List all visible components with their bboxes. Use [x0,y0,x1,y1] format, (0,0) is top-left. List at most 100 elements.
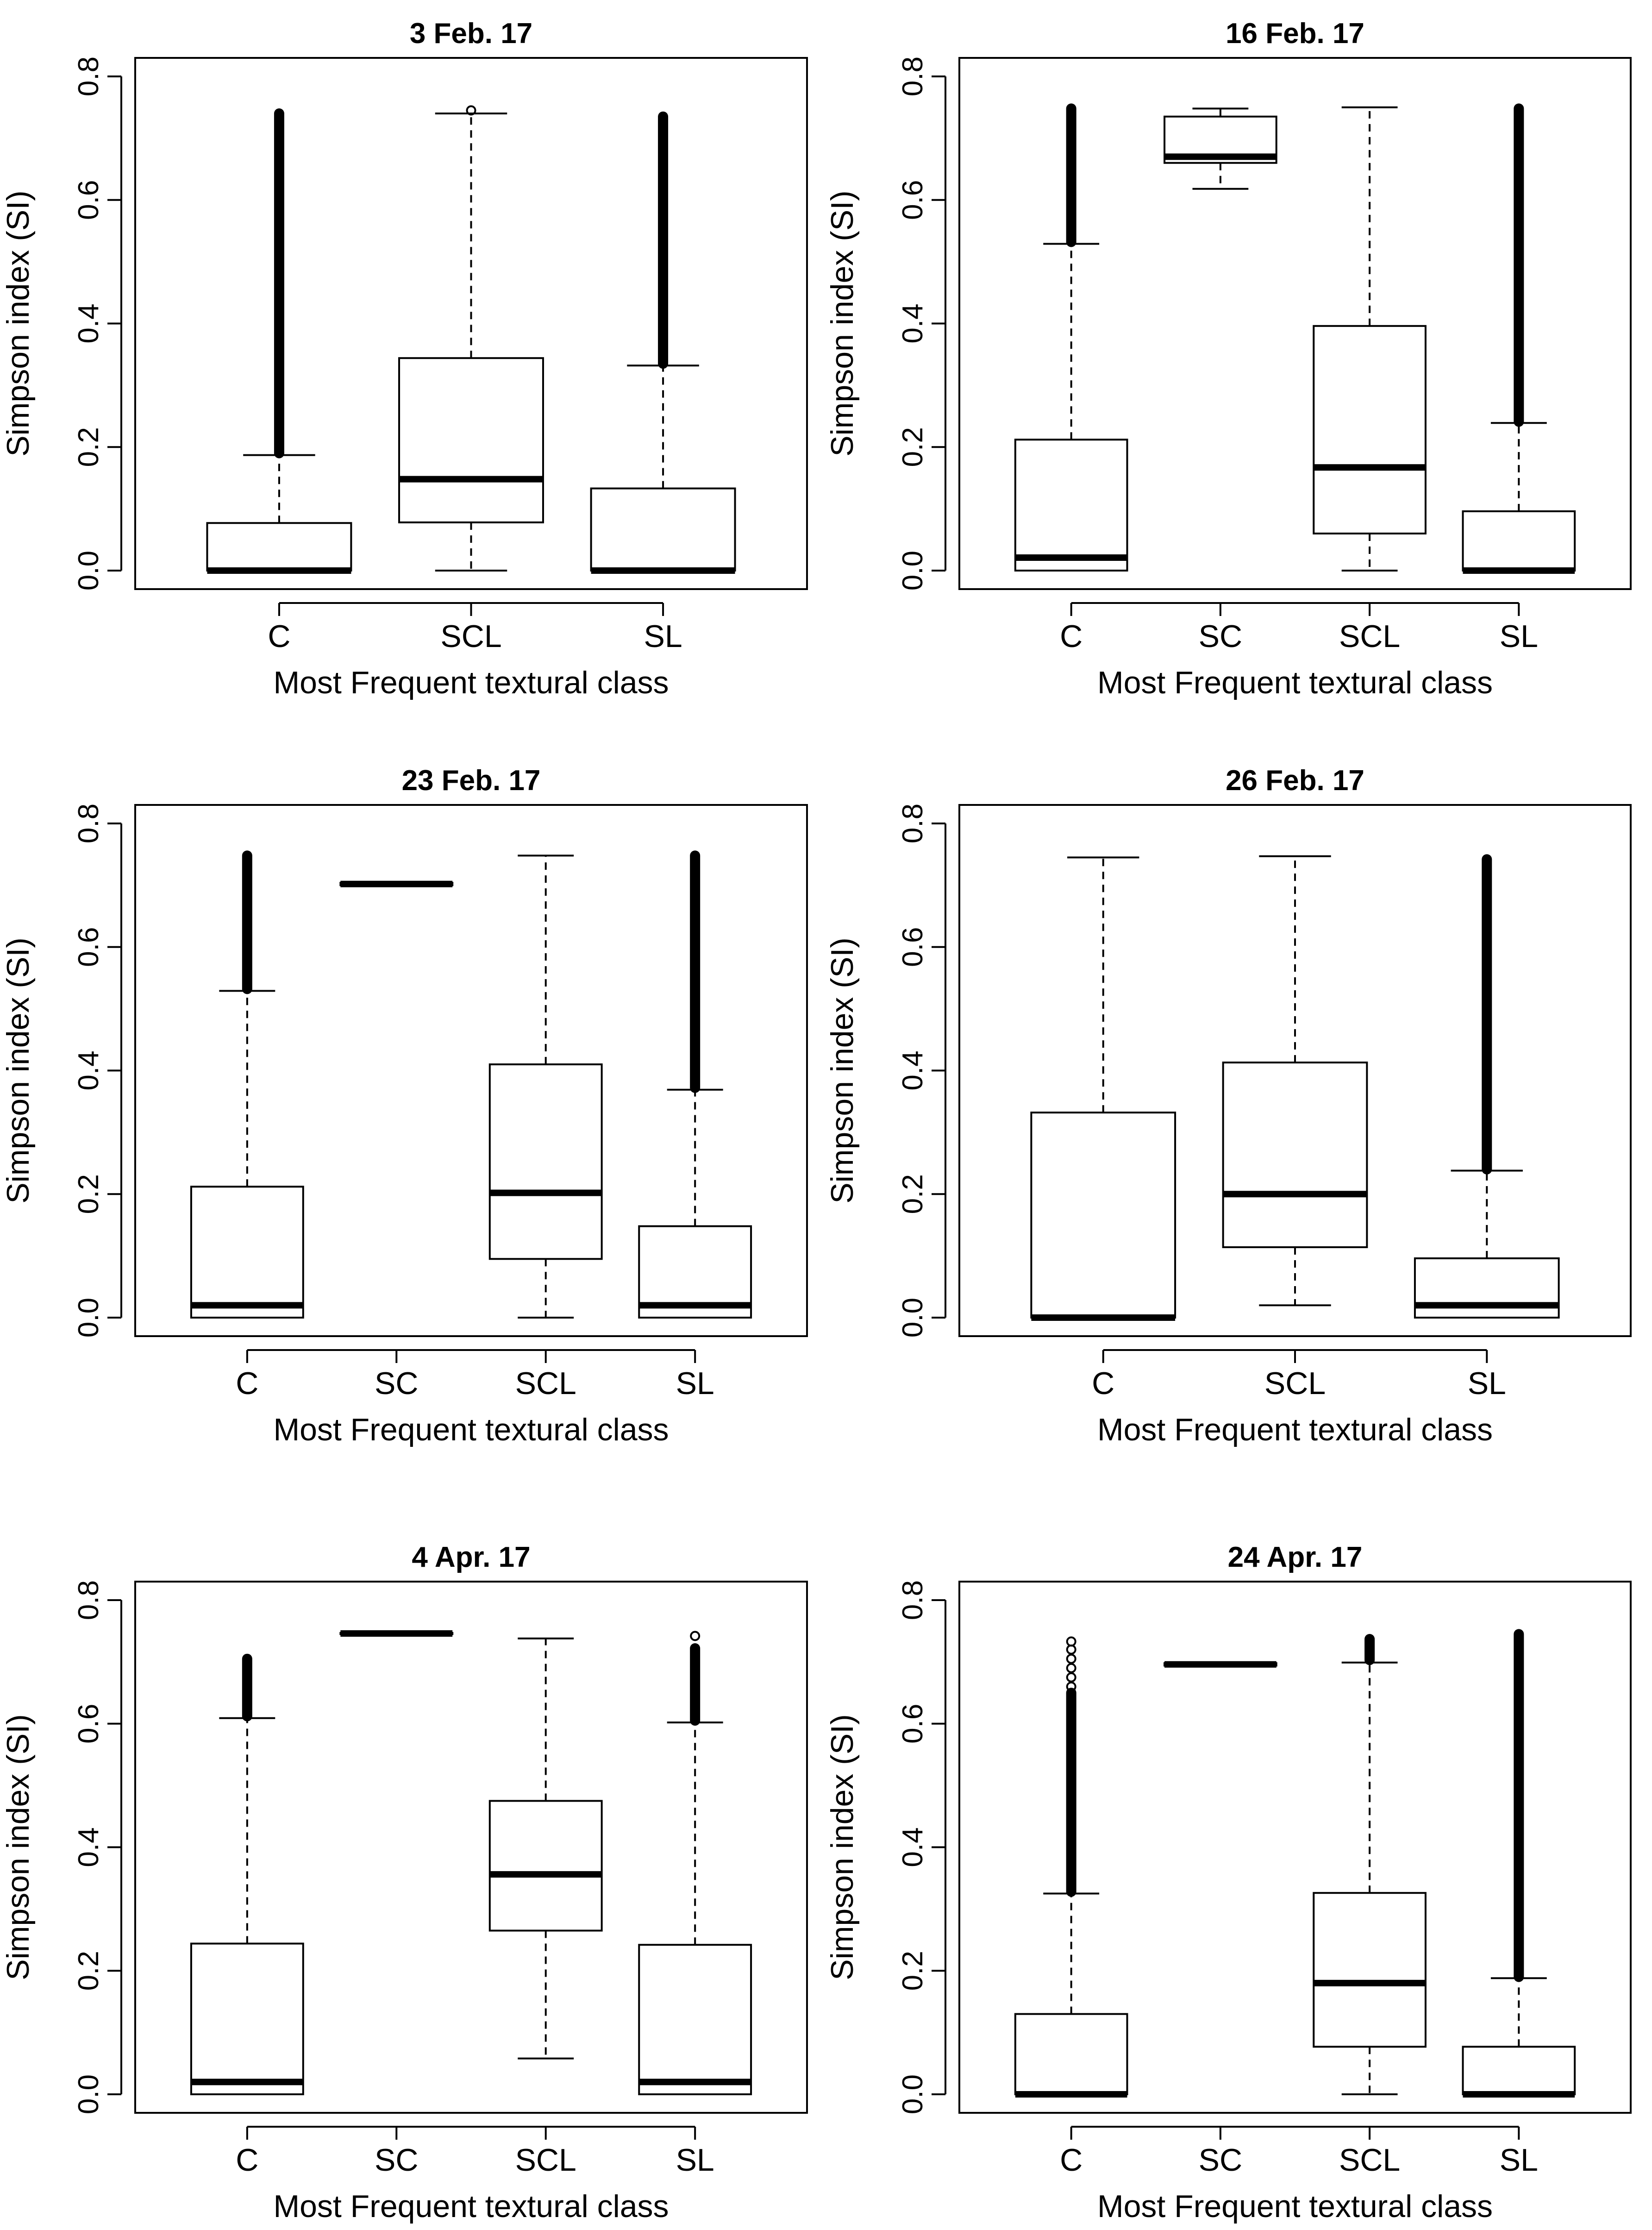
y-tick-label: 0.8 [897,57,929,96]
x-tick-label: C [236,2142,258,2178]
box-body [1014,439,1128,572]
y-tick-label: 0.2 [897,427,929,467]
x-tick-label: C [1060,2142,1083,2178]
x-tick-label: SL [644,619,682,654]
outlier-point [1066,1672,1076,1683]
box-SCL [488,854,603,1319]
x-axis-title: Most Frequent textural class [273,1412,669,1447]
box-SC [339,880,454,887]
x-tick-label: C [268,619,290,654]
y-tick-label: 0.0 [73,551,105,590]
plot-frame [958,804,1632,1337]
box-SL [1462,1629,1576,2098]
x-tick-label: SL [1500,619,1538,654]
box-SL [590,111,736,574]
box-SCL [488,1637,603,2060]
outlier-point [690,1631,701,1641]
box-SCL [1222,855,1368,1307]
y-tick-label: 0.4 [73,1827,105,1867]
box-body [1014,2013,1128,2095]
panel-title: 16 Feb. 17 [1226,18,1364,50]
y-tick-label: 0.0 [73,2074,105,2114]
x-tick-label: SL [1468,1366,1506,1401]
panel-6: 24 Apr. 17 0.0 0.2 0.4 0.6 0.8 Simpson index (… [825,1541,1632,2224]
y-tick-label: 0.2 [73,1951,105,1991]
box-C [1014,1636,1128,2098]
plot-frame [134,57,808,590]
box-body [190,1186,304,1319]
box-body [1462,2046,1576,2095]
x-tick-label: SCL [1339,619,1400,654]
panel-4: 26 Feb. 17 0.0 0.2 0.4 0.6 0.8 Simpson index (… [825,765,1632,1447]
y-axis-title: Simpson index (SI) [0,190,36,456]
x-tick-label: SCL [515,2142,576,2178]
box-SL [1414,854,1560,1319]
y-tick-label: 0.4 [897,1827,929,1867]
y-tick-label: 0.0 [73,1298,105,1338]
x-tick-label: SCL [515,1366,576,1401]
box-body [190,1942,304,2095]
plot-frame [958,57,1632,590]
y-tick-label: 0.4 [897,1050,929,1090]
x-axis-title: Most Frequent textural class [273,2189,669,2224]
outlier-point [1066,1653,1076,1664]
x-axis-title: Most Frequent textural class [1097,1412,1493,1447]
x-tick-label: C [1092,1366,1114,1401]
y-tick-label: 0.6 [897,180,929,220]
y-axis-title: Simpson index (SI) [825,937,860,1203]
box-C [190,1653,304,2095]
box-body [1462,510,1576,572]
box-body [1030,1112,1176,1319]
y-tick-label: 0.6 [897,1704,929,1744]
x-axis-title: Most Frequent textural class [273,665,669,700]
panel-title: 3 Feb. 17 [410,18,532,50]
x-tick-label: C [236,1366,258,1401]
box-body [638,1944,752,2095]
box-SCL [398,105,544,572]
y-tick-label: 0.2 [73,427,105,467]
x-tick-label: SCL [1339,2142,1400,2178]
y-tick-label: 0.6 [73,927,105,967]
y-tick-label: 0.4 [73,1050,105,1090]
box-C [1030,856,1176,1321]
outlier-point [1066,1636,1076,1647]
box-SC [1164,1661,1277,1668]
panel-title: 26 Feb. 17 [1226,765,1364,797]
x-tick-label: SC [375,2142,418,2178]
plot-frame [958,1581,1632,2114]
box-C [206,108,352,574]
y-tick-label: 0.8 [897,1580,929,1620]
x-tick-label: SL [676,2142,714,2178]
outlier-point [1066,1663,1076,1673]
y-tick-label: 0.0 [897,1298,929,1338]
box-body [488,1063,603,1260]
panel-5: 4 Apr. 17 0.0 0.2 0.4 0.6 0.8 Simpson index (S… [0,1541,808,2224]
y-tick-label: 0.8 [897,804,929,843]
box-body [590,487,736,572]
x-axis-title: Most Frequent textural class [1097,2189,1493,2224]
box-C [190,850,304,1319]
plot-frame [134,804,808,1337]
y-tick-label: 0.8 [73,804,105,843]
x-tick-label: SL [676,1366,714,1401]
y-tick-label: 0.8 [73,1580,105,1620]
box-body [488,1800,603,1932]
y-tick-label: 0.6 [897,927,929,967]
x-tick-label: SC [375,1366,418,1401]
y-axis-title: Simpson index (SI) [0,1714,36,1980]
x-tick-label: SC [1199,619,1242,654]
box-body [398,357,544,523]
box-SL [1462,103,1576,574]
panel-3: 23 Feb. 17 0.0 0.2 0.4 0.6 0.8 Simpson index (… [0,765,808,1447]
box-C [1014,103,1128,572]
panel-title: 4 Apr. 17 [412,1541,530,1573]
box-body [1222,1062,1368,1248]
box-body [1414,1257,1560,1319]
plot-frame [134,1581,808,2114]
panel-title: 23 Feb. 17 [402,765,541,797]
x-tick-label: SCL [1264,1366,1326,1401]
outlier-point [1066,1681,1076,1692]
box-SL [638,850,752,1319]
outlier-point [466,105,476,116]
